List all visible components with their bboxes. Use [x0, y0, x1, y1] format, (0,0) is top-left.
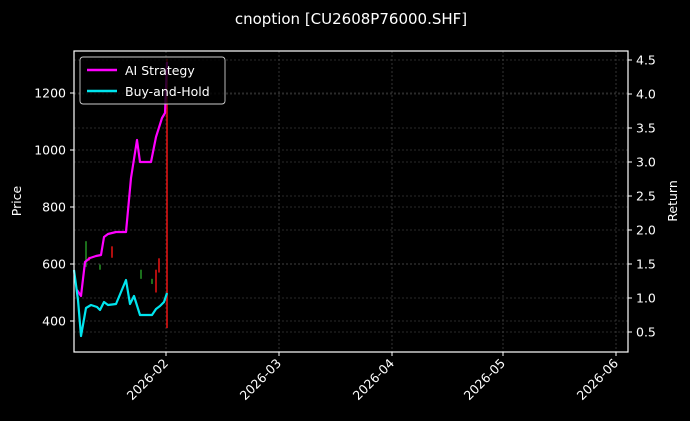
left-y-tick-label: 1000: [34, 143, 66, 158]
left-y-tick-label: 600: [42, 257, 66, 272]
x-tick-label: 2026-05: [461, 356, 509, 404]
x-tick-label: 2026-03: [237, 356, 285, 404]
series-lines: [72, 61, 169, 338]
right-y-tick-label: 4.5: [636, 53, 656, 68]
right-y-axis-label: Return: [665, 180, 680, 221]
right-y-tick-label: 0.5: [636, 325, 656, 340]
right-y-tick-label: 2.0: [636, 223, 656, 238]
series-line-ai-strategy: [76, 61, 169, 298]
left-y-axis-label: Price: [9, 185, 24, 216]
plot-frame: [73, 50, 629, 353]
right-y-tick-label: 4.0: [636, 87, 656, 102]
series-line-buy-and-hold: [72, 269, 169, 338]
right-y-axis: 0.5 1.0 1.5 2.0 2.5 3.0 3.5 4.0 4.5: [628, 53, 656, 340]
chart-title: cnoption [CU2608P76000.SHF]: [235, 10, 467, 28]
legend-label-buy-and-hold: Buy-and-Hold: [125, 84, 210, 99]
legend-label-ai-strategy: AI Strategy: [125, 63, 195, 78]
x-tick-label: 2026-02: [124, 356, 172, 404]
left-y-tick-label: 800: [42, 200, 66, 215]
x-axis: 2026-02 2026-03 2026-04 2026-05 2026-06: [124, 352, 622, 404]
right-y-tick-label: 3.5: [636, 121, 656, 136]
right-y-tick-label: 1.0: [636, 291, 656, 306]
right-y-tick-label: 2.5: [636, 189, 656, 204]
right-y-tick-label: 3.0: [636, 155, 656, 170]
legend: AI Strategy Buy-and-Hold: [79, 56, 226, 105]
x-tick-label: 2026-04: [350, 355, 398, 403]
right-y-tick-label: 1.5: [636, 257, 656, 272]
left-y-tick-label: 400: [42, 314, 66, 329]
left-y-axis: 400 600 800 1000 1200: [34, 86, 74, 329]
x-tick-label: 2026-06: [574, 355, 622, 403]
left-y-tick-label: 1200: [34, 86, 66, 101]
